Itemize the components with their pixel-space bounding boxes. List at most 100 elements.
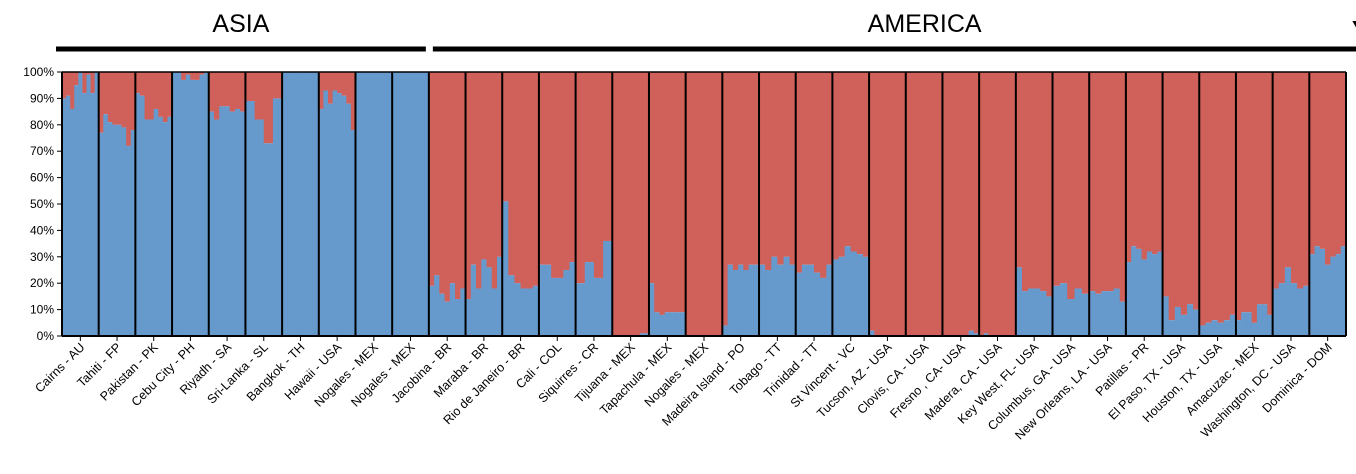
blue-segment (470, 264, 477, 336)
blue-segment (318, 108, 324, 337)
red-segment (318, 72, 324, 109)
blue-segment (126, 145, 132, 336)
red-segment (814, 72, 821, 273)
blue-segment (1157, 251, 1164, 336)
y-axis: 0% 10% 20% 30% 40% 50% 60% 70% 80% 90% 100% (23, 65, 62, 343)
blue-segment (680, 312, 687, 336)
blue-segment (355, 72, 362, 336)
blue-segment (569, 262, 577, 336)
blue-segment (434, 275, 440, 336)
red-segment (557, 72, 564, 278)
blue-segment (759, 264, 766, 336)
y-tick-label: 80% (30, 118, 54, 132)
blue-segment (396, 72, 401, 336)
blue-segment (1015, 267, 1023, 336)
red-segment (1162, 72, 1170, 297)
red-segment (224, 72, 231, 107)
blue-segment (664, 312, 671, 336)
red-segment (879, 72, 886, 336)
red-segment (963, 72, 970, 336)
red-segment (1284, 72, 1292, 268)
blue-segment (144, 119, 150, 337)
blue-segment (428, 285, 435, 336)
sample-group (1015, 72, 1054, 336)
red-segment (444, 72, 451, 302)
red-segment (491, 72, 498, 289)
red-segment (644, 72, 650, 334)
blue-segment (392, 72, 397, 336)
red-segment (1152, 72, 1158, 255)
red-segment (1325, 72, 1331, 265)
red-segment (112, 72, 118, 125)
red-segment (669, 72, 676, 313)
blue-segment (502, 201, 509, 336)
blue-segment (1162, 296, 1170, 336)
red-segment (942, 72, 949, 336)
red-segment (1223, 72, 1231, 321)
sample-group (1162, 72, 1200, 336)
blue-segment (1101, 291, 1109, 336)
red-segment (439, 72, 446, 294)
x-tick-label: Nogales - MEX (312, 340, 382, 410)
red-segment (1107, 72, 1115, 292)
y-tick-label: 100% (23, 65, 54, 79)
blue-segment (563, 270, 571, 336)
blue-segment (199, 74, 205, 336)
red-segment (926, 72, 933, 336)
red-segment (526, 72, 534, 289)
red-segment (234, 72, 241, 109)
y-tick-label: 30% (30, 250, 54, 264)
blue-segment (1095, 293, 1103, 336)
red-segment (263, 72, 274, 144)
sample-group (869, 72, 907, 336)
red-segment (1256, 72, 1263, 305)
red-segment (997, 72, 1003, 336)
blue-segment (1223, 320, 1231, 336)
red-segment (1015, 72, 1023, 268)
red-segment (1340, 72, 1347, 247)
blue-segment (149, 119, 155, 337)
blue-segment (856, 254, 864, 336)
red-segment (245, 72, 256, 102)
blue-segment (263, 143, 274, 336)
red-segment (890, 72, 896, 336)
blue-segment (224, 106, 231, 336)
red-segment (795, 72, 803, 273)
blue-segment (1199, 325, 1206, 336)
region-brackets: ASIA AMERICA (56, 10, 1356, 52)
blue-segment (449, 283, 456, 336)
red-segment (428, 72, 435, 286)
red-segment (844, 72, 852, 247)
red-segment (1319, 72, 1326, 249)
red-segment (1174, 72, 1182, 307)
blue-segment (727, 264, 734, 336)
blue-segment (862, 256, 870, 336)
blue-segment (557, 277, 564, 336)
blue-segment (465, 299, 472, 336)
blue-segment (1193, 309, 1200, 336)
red-segment (1168, 72, 1176, 321)
red-segment (185, 72, 191, 75)
blue-segment (1272, 288, 1280, 336)
red-segment (639, 72, 645, 334)
blue-segment (551, 277, 558, 336)
red-segment (680, 72, 687, 313)
sample-group (685, 72, 723, 336)
red-segment (1046, 72, 1054, 297)
y-tick-label: 20% (30, 276, 54, 290)
sample-group (135, 72, 173, 337)
blue-segment (219, 106, 226, 336)
red-segment (1081, 72, 1090, 294)
red-segment (1006, 72, 1012, 336)
group-separators (61, 71, 1347, 337)
blue-segment (371, 72, 378, 336)
blue-segment (496, 256, 503, 336)
blue-segment (654, 312, 661, 336)
blue-segment (365, 72, 372, 336)
red-segment (532, 72, 540, 286)
blue-segment (1319, 248, 1326, 336)
sample-group (722, 72, 760, 336)
blue-segment (783, 256, 791, 336)
red-segment (1146, 72, 1153, 252)
